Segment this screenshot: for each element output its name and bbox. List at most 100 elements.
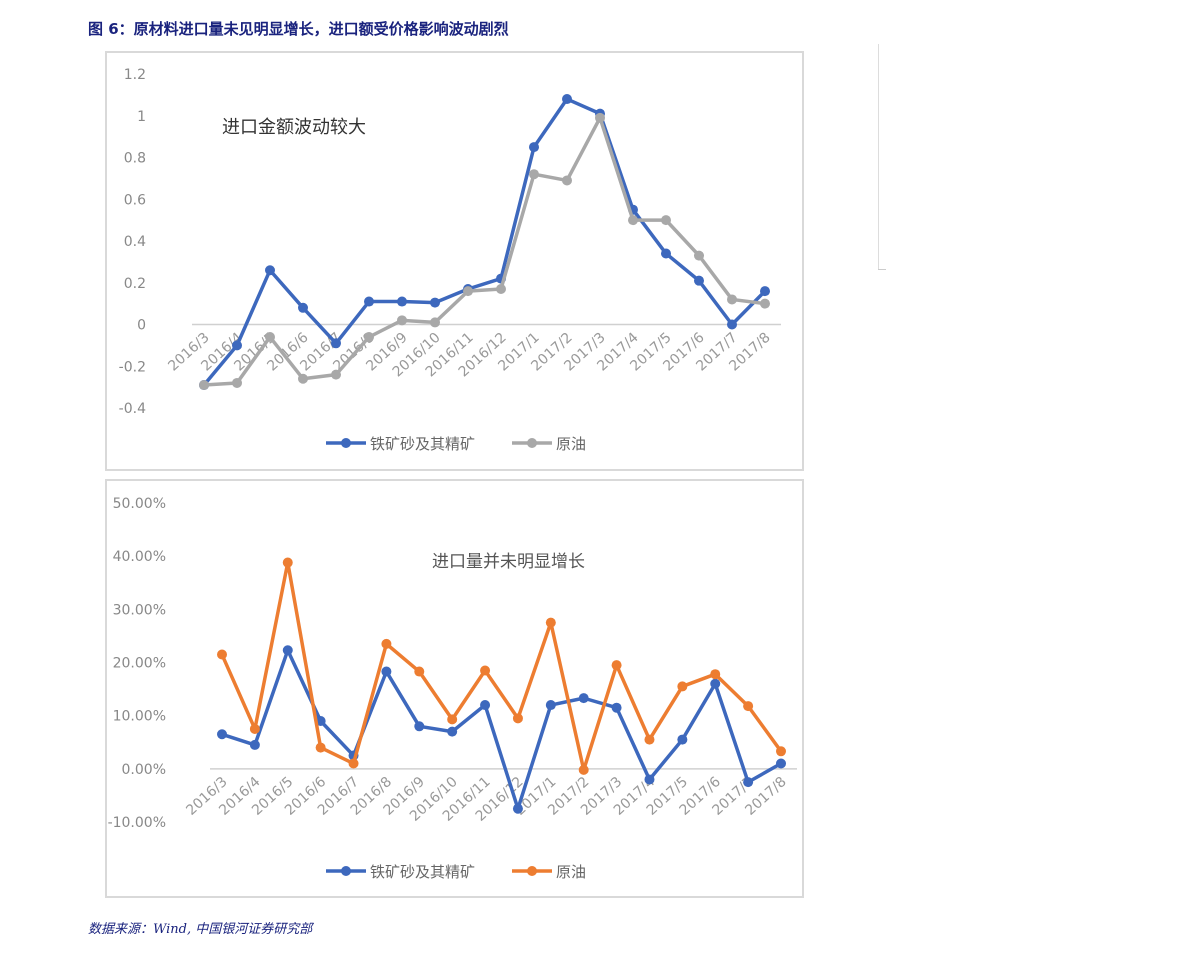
divider-line — [878, 44, 879, 270]
figure-title: 图 6：原材料进口量未见明显增长，进口额受价格影响波动剧烈 — [88, 20, 509, 38]
data-point — [232, 340, 242, 351]
data-point — [578, 764, 589, 775]
data-point — [331, 338, 341, 349]
data-point — [348, 758, 359, 769]
divider-tick — [878, 269, 886, 270]
data-point — [611, 660, 622, 671]
data-point — [512, 803, 523, 814]
data-point — [760, 298, 770, 309]
data-point — [644, 734, 655, 745]
y-tick-label: 0.2 — [124, 276, 146, 292]
chart-frame — [105, 479, 804, 898]
data-point — [694, 275, 704, 286]
series-line — [220, 560, 783, 772]
chart-2: 50.00% 40.00% 30.00% 20.00% 10.00% 0.00% -10.0… — [105, 479, 804, 898]
data-point — [447, 714, 458, 725]
y-tick-label: 1.2 — [124, 67, 146, 83]
data-point — [430, 317, 440, 328]
data-point — [414, 721, 425, 732]
data-point — [282, 557, 293, 568]
data-point — [315, 742, 326, 753]
y-tick-label: 30.00% — [113, 602, 166, 618]
y-tick-label: 0.6 — [124, 192, 146, 208]
data-point — [595, 112, 605, 123]
chart-frame — [105, 51, 804, 471]
y-tick-label: -10.00% — [108, 815, 166, 831]
data-point — [578, 693, 589, 704]
legend-label: 原油 — [556, 863, 586, 881]
y-tick-label: 40.00% — [113, 549, 166, 565]
data-point — [463, 286, 473, 297]
data-point — [677, 681, 688, 692]
data-point — [397, 315, 407, 326]
data-point — [743, 777, 754, 788]
chart-1: 1.210.80.60.40.20-0.2-0.4进口金额波动较大2016/32… — [105, 51, 804, 471]
data-point — [298, 373, 308, 384]
data-point — [199, 380, 209, 391]
data-point — [480, 700, 491, 711]
data-point — [776, 758, 786, 769]
data-point — [381, 638, 392, 649]
chart-title: 进口量并未明显增长 — [432, 552, 585, 572]
data-point — [727, 319, 737, 330]
data-point — [364, 332, 374, 343]
y-tick-label: -0.4 — [119, 401, 146, 417]
y-tick-label: -0.2 — [119, 359, 146, 375]
data-point — [628, 215, 638, 226]
data-point — [710, 669, 721, 680]
data-point — [512, 713, 523, 724]
data-point — [414, 666, 425, 677]
data-point — [447, 726, 458, 737]
legend-swatch-marker — [341, 866, 351, 876]
data-point — [265, 332, 275, 343]
data-point — [562, 94, 572, 105]
y-tick-label: 0.8 — [124, 151, 146, 167]
data-point — [364, 296, 374, 307]
data-point — [496, 284, 506, 295]
data-point — [545, 617, 556, 628]
data-point — [529, 169, 539, 180]
data-point — [694, 250, 704, 261]
source-note: 数据来源：Wind, 中国银河证券研究部 — [88, 922, 313, 937]
data-point — [529, 142, 539, 153]
data-point — [249, 739, 260, 750]
data-point — [545, 700, 556, 711]
series-line — [202, 97, 767, 387]
data-point — [265, 265, 275, 276]
data-point — [710, 678, 721, 689]
legend-label: 铁矿砂及其精矿 — [370, 435, 475, 453]
data-point — [727, 294, 737, 305]
y-tick-label: 0.4 — [124, 234, 146, 250]
y-tick-label: 20.00% — [113, 656, 166, 672]
y-tick-label: 0.00% — [122, 762, 166, 778]
legend-swatch-marker — [341, 438, 351, 448]
data-point — [760, 286, 770, 297]
data-point — [217, 649, 227, 660]
y-tick-label: 50.00% — [113, 496, 166, 512]
data-point — [315, 715, 326, 726]
legend-label: 原油 — [556, 435, 586, 453]
data-point — [232, 377, 242, 388]
y-tick-label: 1 — [137, 109, 146, 125]
data-point — [282, 645, 293, 656]
y-tick-label: 10.00% — [113, 709, 166, 725]
legend-label: 铁矿砂及其精矿 — [370, 863, 475, 881]
legend-swatch-marker — [527, 866, 537, 876]
data-point — [677, 734, 688, 745]
data-point — [331, 369, 341, 380]
y-tick-label: 0 — [137, 318, 146, 334]
data-point — [776, 746, 786, 757]
data-point — [480, 665, 491, 676]
data-point — [661, 215, 671, 226]
data-point — [661, 248, 671, 259]
data-point — [611, 702, 622, 713]
data-point — [644, 774, 655, 785]
data-point — [397, 296, 407, 307]
data-point — [562, 175, 572, 186]
data-point — [217, 729, 227, 740]
legend-swatch-marker — [527, 438, 537, 448]
data-point — [381, 666, 392, 677]
data-point — [298, 302, 308, 313]
data-point — [743, 701, 754, 712]
